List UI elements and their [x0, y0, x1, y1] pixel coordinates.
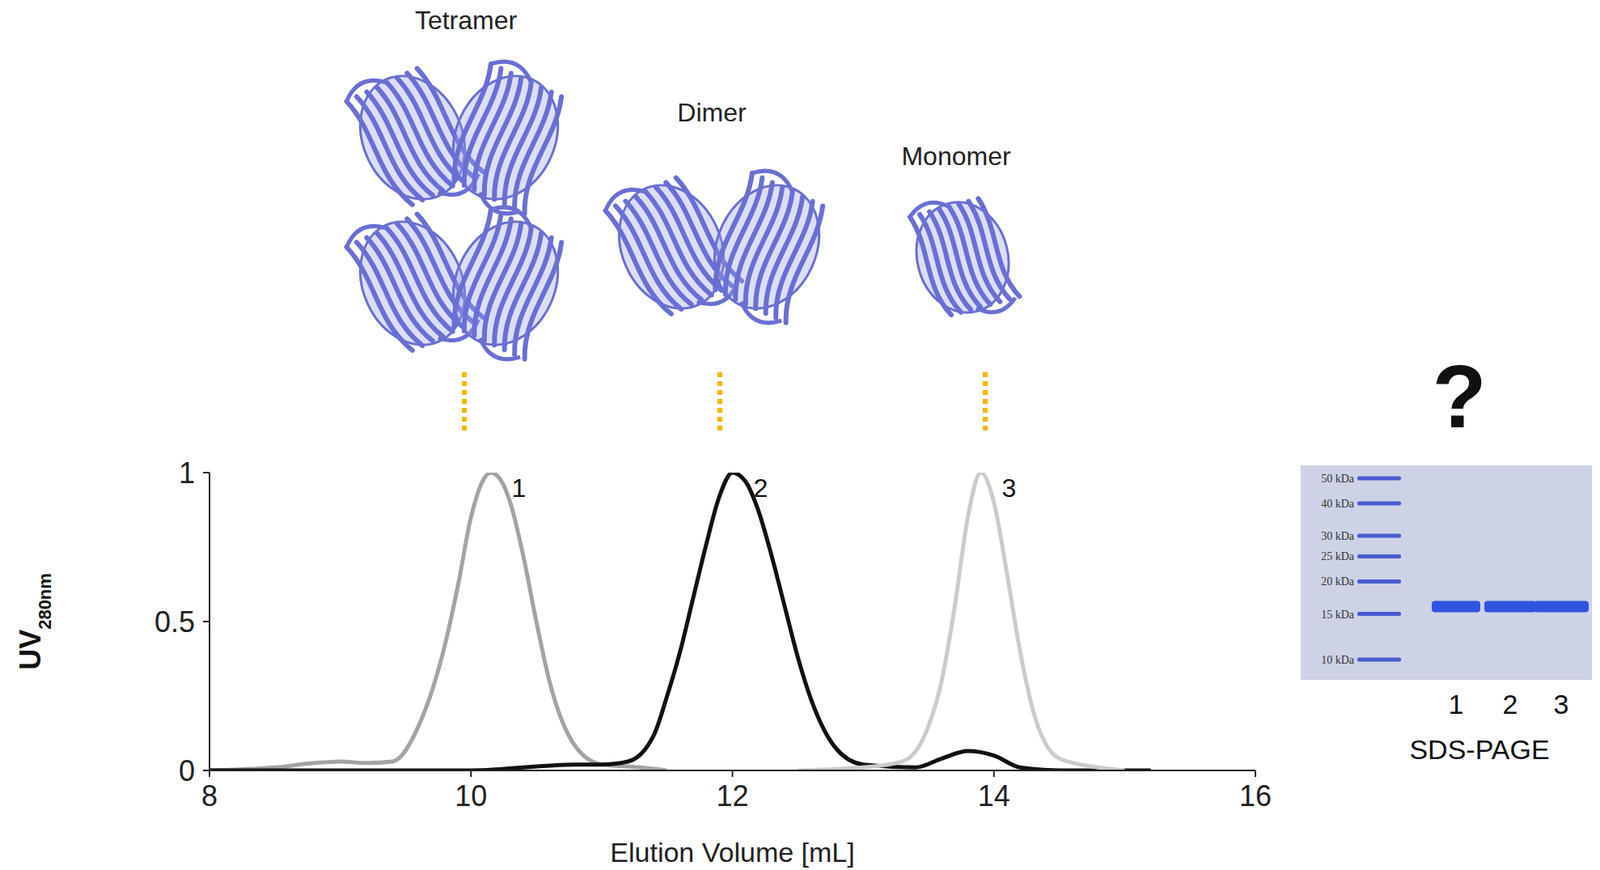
- svg-text:2: 2: [1502, 688, 1519, 720]
- svg-text:10 kDa: 10 kDa: [1320, 653, 1355, 666]
- svg-text:3: 3: [1553, 688, 1570, 720]
- svg-text:1: 1: [178, 456, 195, 490]
- svg-text:UV280nm: UV280nm: [13, 572, 56, 670]
- svg-text:15 kDa: 15 kDa: [1320, 608, 1355, 621]
- svg-text:50 kDa: 50 kDa: [1320, 472, 1355, 485]
- svg-text:14: 14: [977, 778, 1011, 813]
- svg-text:Elution Volume [mL]: Elution Volume [mL]: [609, 836, 855, 868]
- svg-text:12: 12: [715, 778, 749, 813]
- svg-text:Monomer: Monomer: [901, 141, 1012, 171]
- svg-text:10: 10: [454, 778, 487, 813]
- svg-text:20 kDa: 20 kDa: [1320, 575, 1355, 588]
- svg-text:3: 3: [1002, 473, 1017, 503]
- svg-text:?: ?: [1431, 346, 1486, 446]
- svg-text:Tetramer: Tetramer: [414, 5, 518, 35]
- svg-text:0.5: 0.5: [154, 605, 195, 639]
- svg-text:Dimer: Dimer: [677, 97, 747, 127]
- svg-text:30 kDa: 30 kDa: [1320, 529, 1355, 542]
- svg-text:8: 8: [201, 778, 218, 813]
- svg-text:SDS-PAGE: SDS-PAGE: [1409, 733, 1550, 765]
- svg-text:40 kDa: 40 kDa: [1320, 497, 1355, 510]
- svg-text:2: 2: [753, 473, 769, 503]
- svg-text:16: 16: [1239, 778, 1272, 813]
- svg-text:25 kDa: 25 kDa: [1320, 550, 1355, 563]
- svg-text:1: 1: [511, 473, 526, 503]
- svg-text:1: 1: [1448, 688, 1465, 720]
- svg-text:0: 0: [178, 753, 195, 788]
